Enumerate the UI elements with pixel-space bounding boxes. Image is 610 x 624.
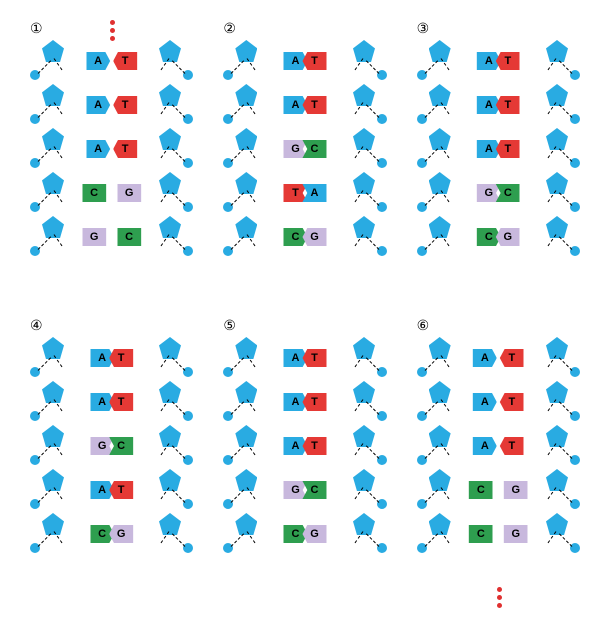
base-right: A <box>302 184 326 202</box>
panel-label: ③ <box>417 20 430 37</box>
base-left: A <box>86 52 110 70</box>
base-right: C <box>117 228 141 246</box>
base-left: A <box>473 349 497 367</box>
base-pair-row: AT <box>283 50 326 94</box>
panel-5: ⑤ATATATGCCG <box>213 317 396 604</box>
base-pair-row: CG <box>283 523 326 567</box>
base-left: G <box>283 481 307 499</box>
base-left: A <box>473 437 497 455</box>
panel-3: ③ATATATGCCG <box>407 20 590 307</box>
base-left: G <box>477 184 501 202</box>
panel-label: ① <box>30 20 43 37</box>
base-right: T <box>109 393 133 411</box>
base-pair-row: GC <box>283 138 326 182</box>
base-pair-row: AT <box>469 391 528 435</box>
base-pair-row: AT <box>90 347 133 391</box>
base-pairs: ATATATCGCG <box>469 347 528 567</box>
base-right: T <box>496 96 520 114</box>
base-right: T <box>113 140 137 158</box>
base-pair-row: AT <box>283 94 326 138</box>
base-left: A <box>473 393 497 411</box>
continuation-dots-bottom <box>497 587 502 608</box>
base-right: C <box>302 140 326 158</box>
base-right: T <box>496 140 520 158</box>
base-right: G <box>504 481 528 499</box>
base-right: T <box>113 52 137 70</box>
panel-6: ⑥ATATATCGCG <box>407 317 590 604</box>
base-left: G <box>90 437 114 455</box>
base-pair-row: CG <box>82 182 141 226</box>
base-right: T <box>500 349 524 367</box>
base-left: C <box>469 525 493 543</box>
base-right: T <box>302 349 326 367</box>
base-pair-row: AT <box>82 94 141 138</box>
base-left: G <box>82 228 106 246</box>
base-pair-row: TA <box>283 182 326 226</box>
continuation-dots-top <box>110 20 115 41</box>
base-right: G <box>117 184 141 202</box>
base-left: G <box>283 140 307 158</box>
base-right: T <box>109 481 133 499</box>
base-pairs: ATATATCGGC <box>82 50 141 270</box>
base-right: C <box>496 184 520 202</box>
panel-1: ①ATATATCGGC <box>20 20 203 307</box>
base-pair-row: AT <box>82 50 141 94</box>
base-right: G <box>504 525 528 543</box>
base-left: C <box>82 184 106 202</box>
base-pair-row: CG <box>90 523 133 567</box>
base-pair-row: AT <box>477 94 520 138</box>
base-pair-row: GC <box>477 182 520 226</box>
base-pairs: ATATGCTACG <box>283 50 326 270</box>
base-right: T <box>302 393 326 411</box>
base-pair-row: CG <box>477 226 520 270</box>
panel-label: ⑥ <box>417 317 430 334</box>
base-left: C <box>469 481 493 499</box>
base-pair-row: CG <box>283 226 326 270</box>
base-right: G <box>496 228 520 246</box>
base-right: T <box>496 52 520 70</box>
base-pair-row: AT <box>477 138 520 182</box>
base-right: T <box>500 393 524 411</box>
base-pair-row: AT <box>469 347 528 391</box>
base-right: T <box>113 96 137 114</box>
panel-label: ④ <box>30 317 43 334</box>
base-pair-row: CG <box>469 523 528 567</box>
base-left: T <box>283 184 307 202</box>
base-pairs: ATATGCATCG <box>90 347 133 567</box>
base-pair-row: AT <box>469 435 528 479</box>
base-pairs: ATATATGCCG <box>477 50 520 270</box>
base-right: G <box>302 525 326 543</box>
panel-2: ②ATATGCTACG <box>213 20 396 307</box>
base-right: C <box>109 437 133 455</box>
panel-label: ② <box>223 20 236 37</box>
base-left: A <box>86 96 110 114</box>
base-right: T <box>302 437 326 455</box>
base-right: T <box>500 437 524 455</box>
base-pair-row: AT <box>90 479 133 523</box>
dna-panel-grid: ①ATATATCGGC②ATATGCTACG③ATATATGCCG④ATATGC… <box>20 20 590 604</box>
base-right: G <box>302 228 326 246</box>
panel-4: ④ATATGCATCG <box>20 317 203 604</box>
base-right: T <box>109 349 133 367</box>
base-pair-row: GC <box>82 226 141 270</box>
base-pair-row: GC <box>283 479 326 523</box>
base-right: T <box>302 52 326 70</box>
base-pair-row: AT <box>283 435 326 479</box>
base-pair-row: AT <box>283 347 326 391</box>
base-right: C <box>302 481 326 499</box>
base-pair-row: GC <box>90 435 133 479</box>
base-pair-row: AT <box>283 391 326 435</box>
panel-label: ⑤ <box>223 317 236 334</box>
base-pair-row: AT <box>90 391 133 435</box>
base-pair-row: CG <box>469 479 528 523</box>
base-pair-row: AT <box>82 138 141 182</box>
base-pair-row: AT <box>477 50 520 94</box>
base-right: G <box>109 525 133 543</box>
base-left: A <box>86 140 110 158</box>
base-right: T <box>302 96 326 114</box>
base-pairs: ATATATGCCG <box>283 347 326 567</box>
